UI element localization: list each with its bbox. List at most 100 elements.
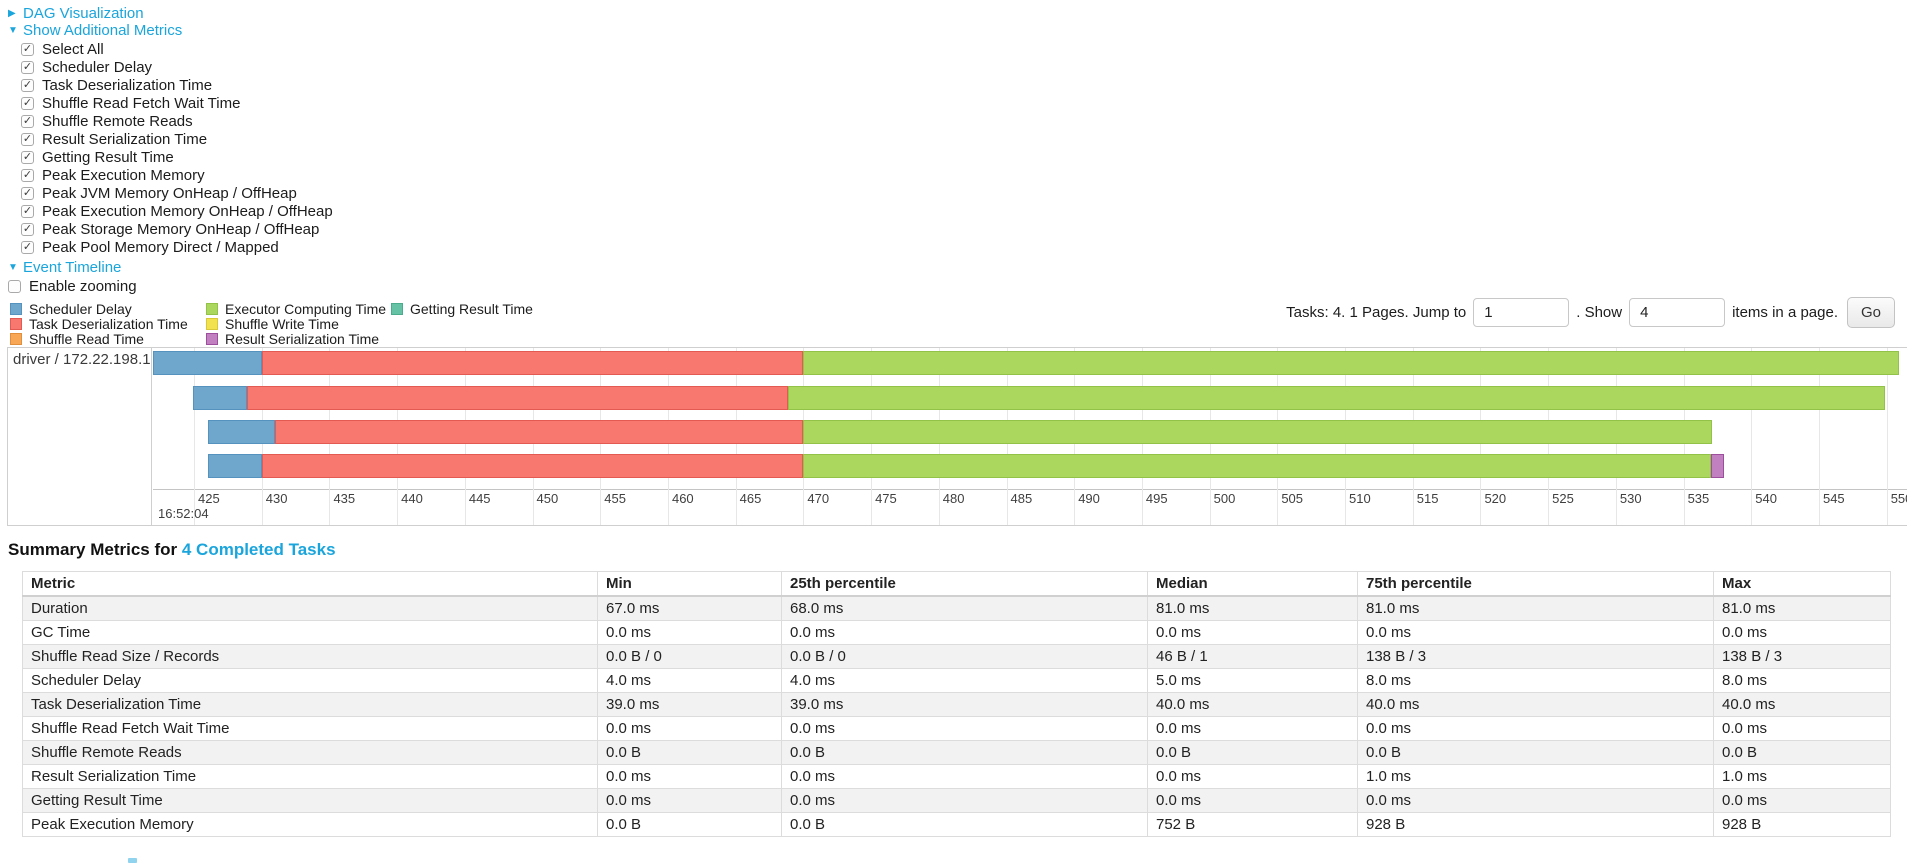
metric-value-cell: 928 B: [1357, 812, 1714, 837]
checkbox-peak-pool-memory-direct-mapped[interactable]: ✓: [21, 240, 34, 254]
checkbox-result-serialization-time[interactable]: ✓: [21, 132, 34, 146]
axis-tick-label: 470: [807, 491, 830, 506]
metric-name-cell: Task Deserialization Time: [22, 692, 598, 717]
metric-value-cell: 0.0 B: [597, 812, 782, 837]
metric-checkbox-row-scheduler-delay[interactable]: ✓ Scheduler Delay: [21, 58, 1907, 76]
axis-tick-label: 485: [1010, 491, 1033, 506]
show-additional-metrics-toggle[interactable]: ▼ Show Additional Metrics: [8, 21, 1907, 39]
task-3-segment-deser[interactable]: [275, 420, 804, 444]
table-row-gc-time: GC Time 0.0 ms 0.0 ms 0.0 ms 0.0 ms 0.0 ms: [22, 620, 1891, 645]
metric-checkbox-row-shuffle-read-fetch-wait-time[interactable]: ✓ Shuffle Read Fetch Wait Time: [21, 94, 1907, 112]
checkbox-peak-storage-memory-onheap-offheap[interactable]: ✓: [21, 222, 34, 236]
checkbox-label: Peak Pool Memory Direct / Mapped: [42, 238, 279, 256]
checkbox-label: Scheduler Delay: [42, 58, 153, 76]
checkbox-getting-result-time[interactable]: ✓: [21, 150, 34, 164]
metric-value-cell: 0.0 ms: [781, 620, 1148, 645]
metric-value-cell: 1.0 ms: [1357, 764, 1714, 789]
axis-tick-label: 450: [536, 491, 559, 506]
dag-visualization-toggle[interactable]: ▶ DAG Visualization: [8, 5, 1907, 22]
metric-name-cell: Result Serialization Time: [22, 764, 598, 789]
checkbox-label: Shuffle Read Fetch Wait Time: [42, 94, 241, 112]
checkbox-label: Shuffle Remote Reads: [42, 112, 193, 130]
jump-to-page-input[interactable]: [1473, 298, 1570, 327]
metric-value-cell: 0.0 ms: [1713, 716, 1891, 741]
checkbox-shuffle-remote-reads[interactable]: ✓: [21, 114, 34, 128]
metric-name-cell: Shuffle Remote Reads: [22, 740, 598, 765]
axis-tick-label: 425: [198, 491, 220, 506]
legend-label: Shuffle Write Time: [225, 315, 339, 332]
metric-value-cell: 0.0 ms: [1147, 716, 1358, 741]
items-per-page-input[interactable]: [1629, 298, 1726, 327]
task-1-segment-deser[interactable]: [261, 351, 804, 375]
checkbox-scheduler-delay[interactable]: ✓: [21, 60, 34, 74]
enable-zooming-checkbox[interactable]: [8, 279, 21, 293]
task-4-segment-scheduler[interactable]: [207, 454, 262, 478]
table-row-result-serialization-time: Result Serialization Time 0.0 ms 0.0 ms 0.0…: [22, 764, 1891, 789]
task-4-segment-compute[interactable]: [803, 454, 1711, 478]
metric-value-cell: 0.0 ms: [1357, 620, 1714, 645]
metric-value-cell: 0.0 B: [781, 812, 1148, 837]
legend-label: Executor Computing Time: [225, 300, 387, 317]
metric-checkbox-row-select-all[interactable]: ✓ Select All: [21, 40, 1907, 58]
metric-checkbox-row-peak-storage-memory-onheap-offheap[interactable]: ✓ Peak Storage Memory OnHeap / OffHeap: [21, 220, 1907, 238]
column-header-75th-percentile: 75th percentile: [1357, 571, 1714, 597]
legend-item-executor-computing-time: Executor Computing Time: [206, 300, 387, 317]
checkbox-label: Peak Storage Memory OnHeap / OffHeap: [42, 220, 320, 238]
metric-value-cell: 0.0 B / 0: [597, 644, 782, 669]
metric-value-cell: 81.0 ms: [1357, 595, 1714, 621]
event-timeline-toggle[interactable]: ▼ Event Timeline: [8, 259, 1907, 276]
task-1-segment-compute[interactable]: [803, 351, 1899, 375]
completed-tasks-link[interactable]: 4 Completed Tasks: [181, 540, 336, 559]
task-2-segment-compute[interactable]: [788, 386, 1886, 410]
axis-tick-label: 505: [1281, 491, 1304, 506]
metric-name-cell: Shuffle Read Fetch Wait Time: [22, 716, 598, 741]
axis-tick-label: 435: [333, 491, 356, 506]
legend-swatch-shuffle_read: [10, 332, 22, 345]
task-2-segment-scheduler[interactable]: [192, 386, 247, 410]
task-2-segment-deser[interactable]: [246, 386, 789, 410]
metric-value-cell: 0.0 ms: [781, 716, 1148, 741]
metric-checkbox-row-peak-pool-memory-direct-mapped[interactable]: ✓ Peak Pool Memory Direct / Mapped: [21, 238, 1907, 256]
metric-checkbox-row-peak-execution-memory-onheap-offheap[interactable]: ✓ Peak Execution Memory OnHeap / OffHeap: [21, 202, 1907, 220]
metric-checkbox-row-result-serialization-time[interactable]: ✓ Result Serialization Time: [21, 130, 1907, 148]
legend-label: Scheduler Delay: [29, 300, 132, 317]
clipped-content: [128, 858, 137, 863]
task-3-segment-compute[interactable]: [803, 420, 1712, 444]
checkbox-shuffle-read-fetch-wait-time[interactable]: ✓: [21, 96, 34, 110]
checkbox-task-deserialization-time[interactable]: ✓: [21, 78, 34, 92]
show-text: . Show: [1576, 304, 1623, 321]
metric-checkbox-row-peak-jvm-memory-onheap-offheap[interactable]: ✓ Peak JVM Memory OnHeap / OffHeap: [21, 184, 1907, 202]
task-3-segment-scheduler[interactable]: [207, 420, 276, 444]
axis-tick-label: 495: [1145, 491, 1168, 506]
table-row-shuffle-read-size-records: Shuffle Read Size / Records 0.0 B / 0 0.0 …: [22, 644, 1891, 669]
collapsed-arrow-icon: ▶: [8, 7, 16, 19]
enable-zooming-row[interactable]: Enable zooming: [8, 277, 1907, 295]
task-1-segment-scheduler[interactable]: [153, 351, 262, 375]
legend-item-shuffle-write-time: Shuffle Write Time: [206, 315, 386, 332]
metric-value-cell: 39.0 ms: [781, 692, 1148, 717]
task-4-segment-serialization[interactable]: [1710, 454, 1725, 478]
table-header-row: Metric Min 25th percentile Median 75th perce…: [22, 571, 1891, 597]
metric-value-cell: 0.0 ms: [1147, 788, 1358, 813]
metric-name-cell: Shuffle Read Size / Records: [22, 644, 598, 669]
metric-checkbox-row-getting-result-time[interactable]: ✓ Getting Result Time: [21, 148, 1907, 166]
metric-value-cell: 0.0 ms: [1147, 764, 1358, 789]
checkbox-peak-execution-memory-onheap-offheap[interactable]: ✓: [21, 204, 34, 218]
go-button[interactable]: Go: [1847, 297, 1895, 328]
metric-value-cell: 81.0 ms: [1147, 595, 1358, 621]
checkbox-peak-execution-memory[interactable]: ✓: [21, 168, 34, 182]
show-additional-metrics-label: Show Additional Metrics: [23, 21, 183, 39]
legend-label: Task Deserialization Time: [29, 315, 188, 332]
checkbox-select-all[interactable]: ✓: [21, 42, 34, 56]
task-4-segment-deser[interactable]: [261, 454, 804, 478]
legend-column: Executor Computing Time Shuffle Write Tim…: [206, 300, 387, 347]
metric-checkbox-row-task-deserialization-time[interactable]: ✓ Task Deserialization Time: [21, 76, 1907, 94]
metric-checkbox-row-peak-execution-memory[interactable]: ✓ Peak Execution Memory: [21, 166, 1907, 184]
checkbox-peak-jvm-memory-onheap-offheap[interactable]: ✓: [21, 186, 34, 200]
metric-value-cell: 4.0 ms: [781, 668, 1148, 693]
legend-item-result-serialization-time: Result Serialization Time: [206, 331, 386, 347]
metric-checkbox-row-shuffle-remote-reads[interactable]: ✓ Shuffle Remote Reads: [21, 112, 1907, 130]
metric-value-cell: 752 B: [1147, 812, 1358, 837]
metric-value-cell: 0.0 ms: [597, 788, 782, 813]
